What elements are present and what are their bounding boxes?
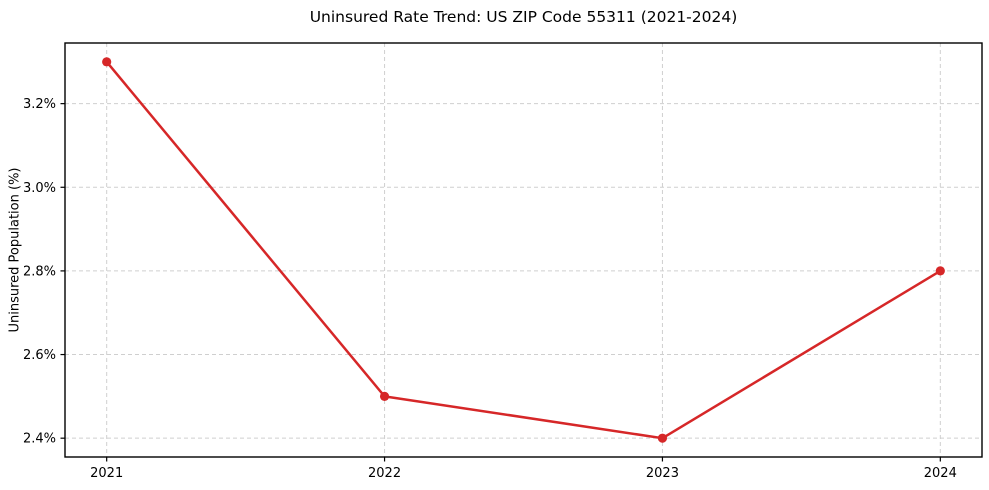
data-point-marker bbox=[379, 391, 390, 401]
data-point-marker bbox=[935, 266, 945, 276]
y-tick-label: 2.6% bbox=[23, 348, 56, 363]
x-tick-label: 2021 bbox=[90, 466, 123, 481]
y-tick-label: 2.8% bbox=[23, 264, 56, 279]
chart-title: Uninsured Rate Trend: US ZIP Code 55311 … bbox=[309, 8, 738, 26]
y-tick-label: 3.2% bbox=[23, 97, 56, 112]
axes-frame bbox=[64, 42, 983, 458]
data-point-marker bbox=[657, 433, 668, 443]
x-tick-label: 2022 bbox=[368, 466, 401, 481]
x-tick-label: 2023 bbox=[646, 466, 679, 481]
x-tick-label: 2024 bbox=[924, 466, 957, 481]
data-point-marker bbox=[102, 57, 112, 67]
y-tick-label: 2.4% bbox=[23, 432, 56, 447]
y-tick-label: 3.0% bbox=[23, 181, 56, 196]
trend-line bbox=[105, 60, 942, 440]
